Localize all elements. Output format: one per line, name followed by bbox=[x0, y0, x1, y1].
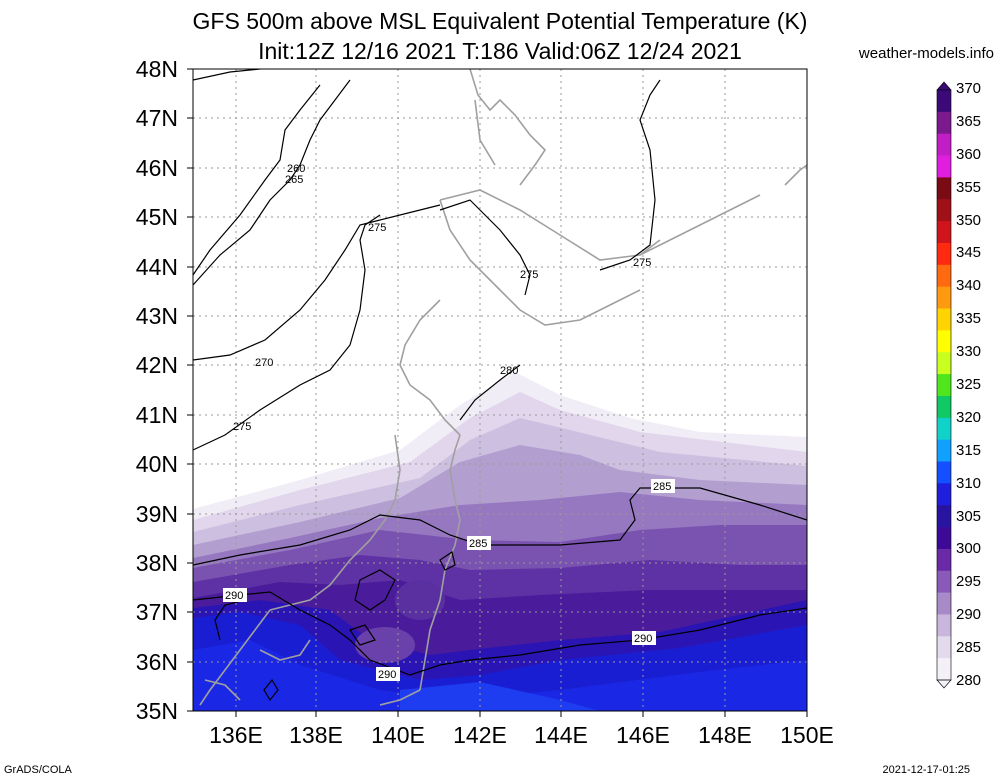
contour-label: 285 bbox=[469, 538, 487, 550]
colorbar-bottom-arrow bbox=[936, 679, 952, 689]
lon-label: 150E bbox=[780, 722, 834, 748]
lat-label: 39N bbox=[135, 501, 178, 527]
contour-label: 285 bbox=[653, 481, 671, 493]
colorbar-label: 365 bbox=[956, 112, 982, 130]
colorbar-top-arrow bbox=[936, 81, 952, 91]
colorbar-swatch bbox=[937, 636, 951, 659]
lon-label: 144E bbox=[534, 722, 588, 748]
colorbar-swatch bbox=[937, 592, 951, 615]
colorbar-label: 345 bbox=[956, 244, 982, 262]
contour-labels: 260 265 275 275 275 270 275 280 285 285 … bbox=[223, 163, 675, 681]
map-title: GFS 500m above MSL Equivalent Potential … bbox=[192, 8, 808, 34]
colorbar-label: 320 bbox=[956, 408, 982, 426]
colorbar-swatch bbox=[937, 221, 951, 244]
lat-label: 44N bbox=[135, 254, 178, 280]
lat-label: 42N bbox=[135, 352, 178, 378]
lon-label: 136E bbox=[209, 722, 263, 748]
colorbar-label: 330 bbox=[956, 343, 982, 361]
colorbar-swatch bbox=[937, 308, 951, 331]
colorbar-swatch bbox=[937, 374, 951, 397]
site-label: weather-models.info bbox=[858, 45, 994, 62]
colorbar-swatch bbox=[937, 483, 951, 506]
colorbar-swatch bbox=[937, 264, 951, 288]
colorbar-label: 360 bbox=[956, 145, 982, 163]
lat-label: 38N bbox=[135, 550, 178, 576]
colorbar-swatch bbox=[937, 330, 951, 353]
contour-label: 280 bbox=[500, 365, 518, 377]
lat-label: 46N bbox=[135, 155, 178, 181]
colorbar-swatch bbox=[937, 352, 951, 375]
colorbar-label: 285 bbox=[956, 639, 982, 657]
lat-label: 41N bbox=[135, 402, 178, 428]
theta-e-shading bbox=[193, 69, 807, 711]
contour-label: 290 bbox=[225, 590, 243, 602]
contour-label: 290 bbox=[634, 633, 652, 645]
footer-software: GrADS/COLA bbox=[4, 764, 72, 776]
footer-timestamp: 2021-12-17-01:25 bbox=[882, 764, 970, 776]
lon-label: 140E bbox=[371, 722, 425, 748]
colorbar-swatch bbox=[937, 548, 951, 572]
colorbar-swatch bbox=[937, 242, 951, 266]
lat-label: 37N bbox=[135, 599, 178, 625]
colorbar-label: 300 bbox=[956, 540, 982, 558]
colorbar-swatch bbox=[937, 395, 951, 419]
contour-label: 275 bbox=[233, 421, 251, 433]
contour-label: 290 bbox=[378, 669, 396, 681]
colorbar-swatch bbox=[937, 614, 951, 637]
contour-label: 275 bbox=[368, 222, 386, 234]
colorbar-label: 305 bbox=[956, 507, 982, 525]
plot-frame bbox=[192, 68, 808, 712]
coastlines bbox=[199, 69, 807, 706]
lon-label: 138E bbox=[289, 722, 343, 748]
map-subtitle: Init:12Z 12/16 2021 T:186 Valid:06Z 12/2… bbox=[258, 38, 742, 64]
colorbar-swatch bbox=[937, 527, 951, 550]
colorbar-label: 280 bbox=[956, 672, 982, 689]
colorbar-swatch bbox=[937, 90, 951, 113]
lat-label: 48N bbox=[135, 56, 178, 82]
axis-ticks bbox=[187, 68, 808, 717]
colorbar-frame bbox=[936, 89, 952, 681]
colorbar-swatch bbox=[937, 417, 951, 441]
lat-label: 45N bbox=[135, 204, 178, 230]
colorbar-swatch bbox=[937, 570, 951, 594]
colorbar bbox=[936, 81, 952, 689]
colorbar-swatch bbox=[937, 461, 951, 484]
lat-lon-grid bbox=[193, 69, 807, 711]
contour-label: 275 bbox=[520, 269, 538, 281]
colorbar-label: 340 bbox=[956, 277, 982, 295]
colorbar-swatch bbox=[937, 505, 951, 528]
colorbar-swatch bbox=[937, 286, 951, 310]
contour-label: 265 bbox=[285, 174, 303, 186]
colorbar-swatch bbox=[937, 133, 951, 157]
colorbar-swatch bbox=[937, 177, 951, 200]
colorbar-label: 350 bbox=[956, 211, 982, 229]
contour-label: 270 bbox=[255, 357, 273, 369]
lat-label: 36N bbox=[135, 649, 178, 675]
lon-label: 142E bbox=[453, 722, 507, 748]
contours bbox=[193, 69, 807, 702]
colorbar-label: 355 bbox=[956, 178, 982, 196]
lon-label: 146E bbox=[616, 722, 670, 748]
colorbar-label: 335 bbox=[956, 310, 982, 328]
contour-label: 260 bbox=[287, 163, 305, 175]
colorbar-label: 310 bbox=[956, 474, 982, 492]
colorbar-label: 315 bbox=[956, 441, 982, 459]
contour-label: 275 bbox=[633, 257, 651, 269]
colorbar-swatch bbox=[937, 155, 951, 178]
colorbar-swatch bbox=[937, 658, 951, 681]
colorbar-label: 290 bbox=[956, 606, 982, 624]
colorbar-swatch bbox=[937, 199, 951, 222]
colorbar-label: 325 bbox=[956, 376, 982, 393]
lat-label: 35N bbox=[135, 698, 178, 724]
lon-label: 148E bbox=[698, 722, 752, 748]
colorbar-swatch bbox=[937, 439, 951, 462]
lat-label: 40N bbox=[135, 451, 178, 477]
colorbar-label: 370 bbox=[956, 80, 982, 97]
colorbar-swatch bbox=[937, 111, 951, 135]
lat-label: 47N bbox=[135, 105, 178, 131]
lat-label: 43N bbox=[135, 303, 178, 329]
colorbar-label: 295 bbox=[956, 573, 982, 591]
